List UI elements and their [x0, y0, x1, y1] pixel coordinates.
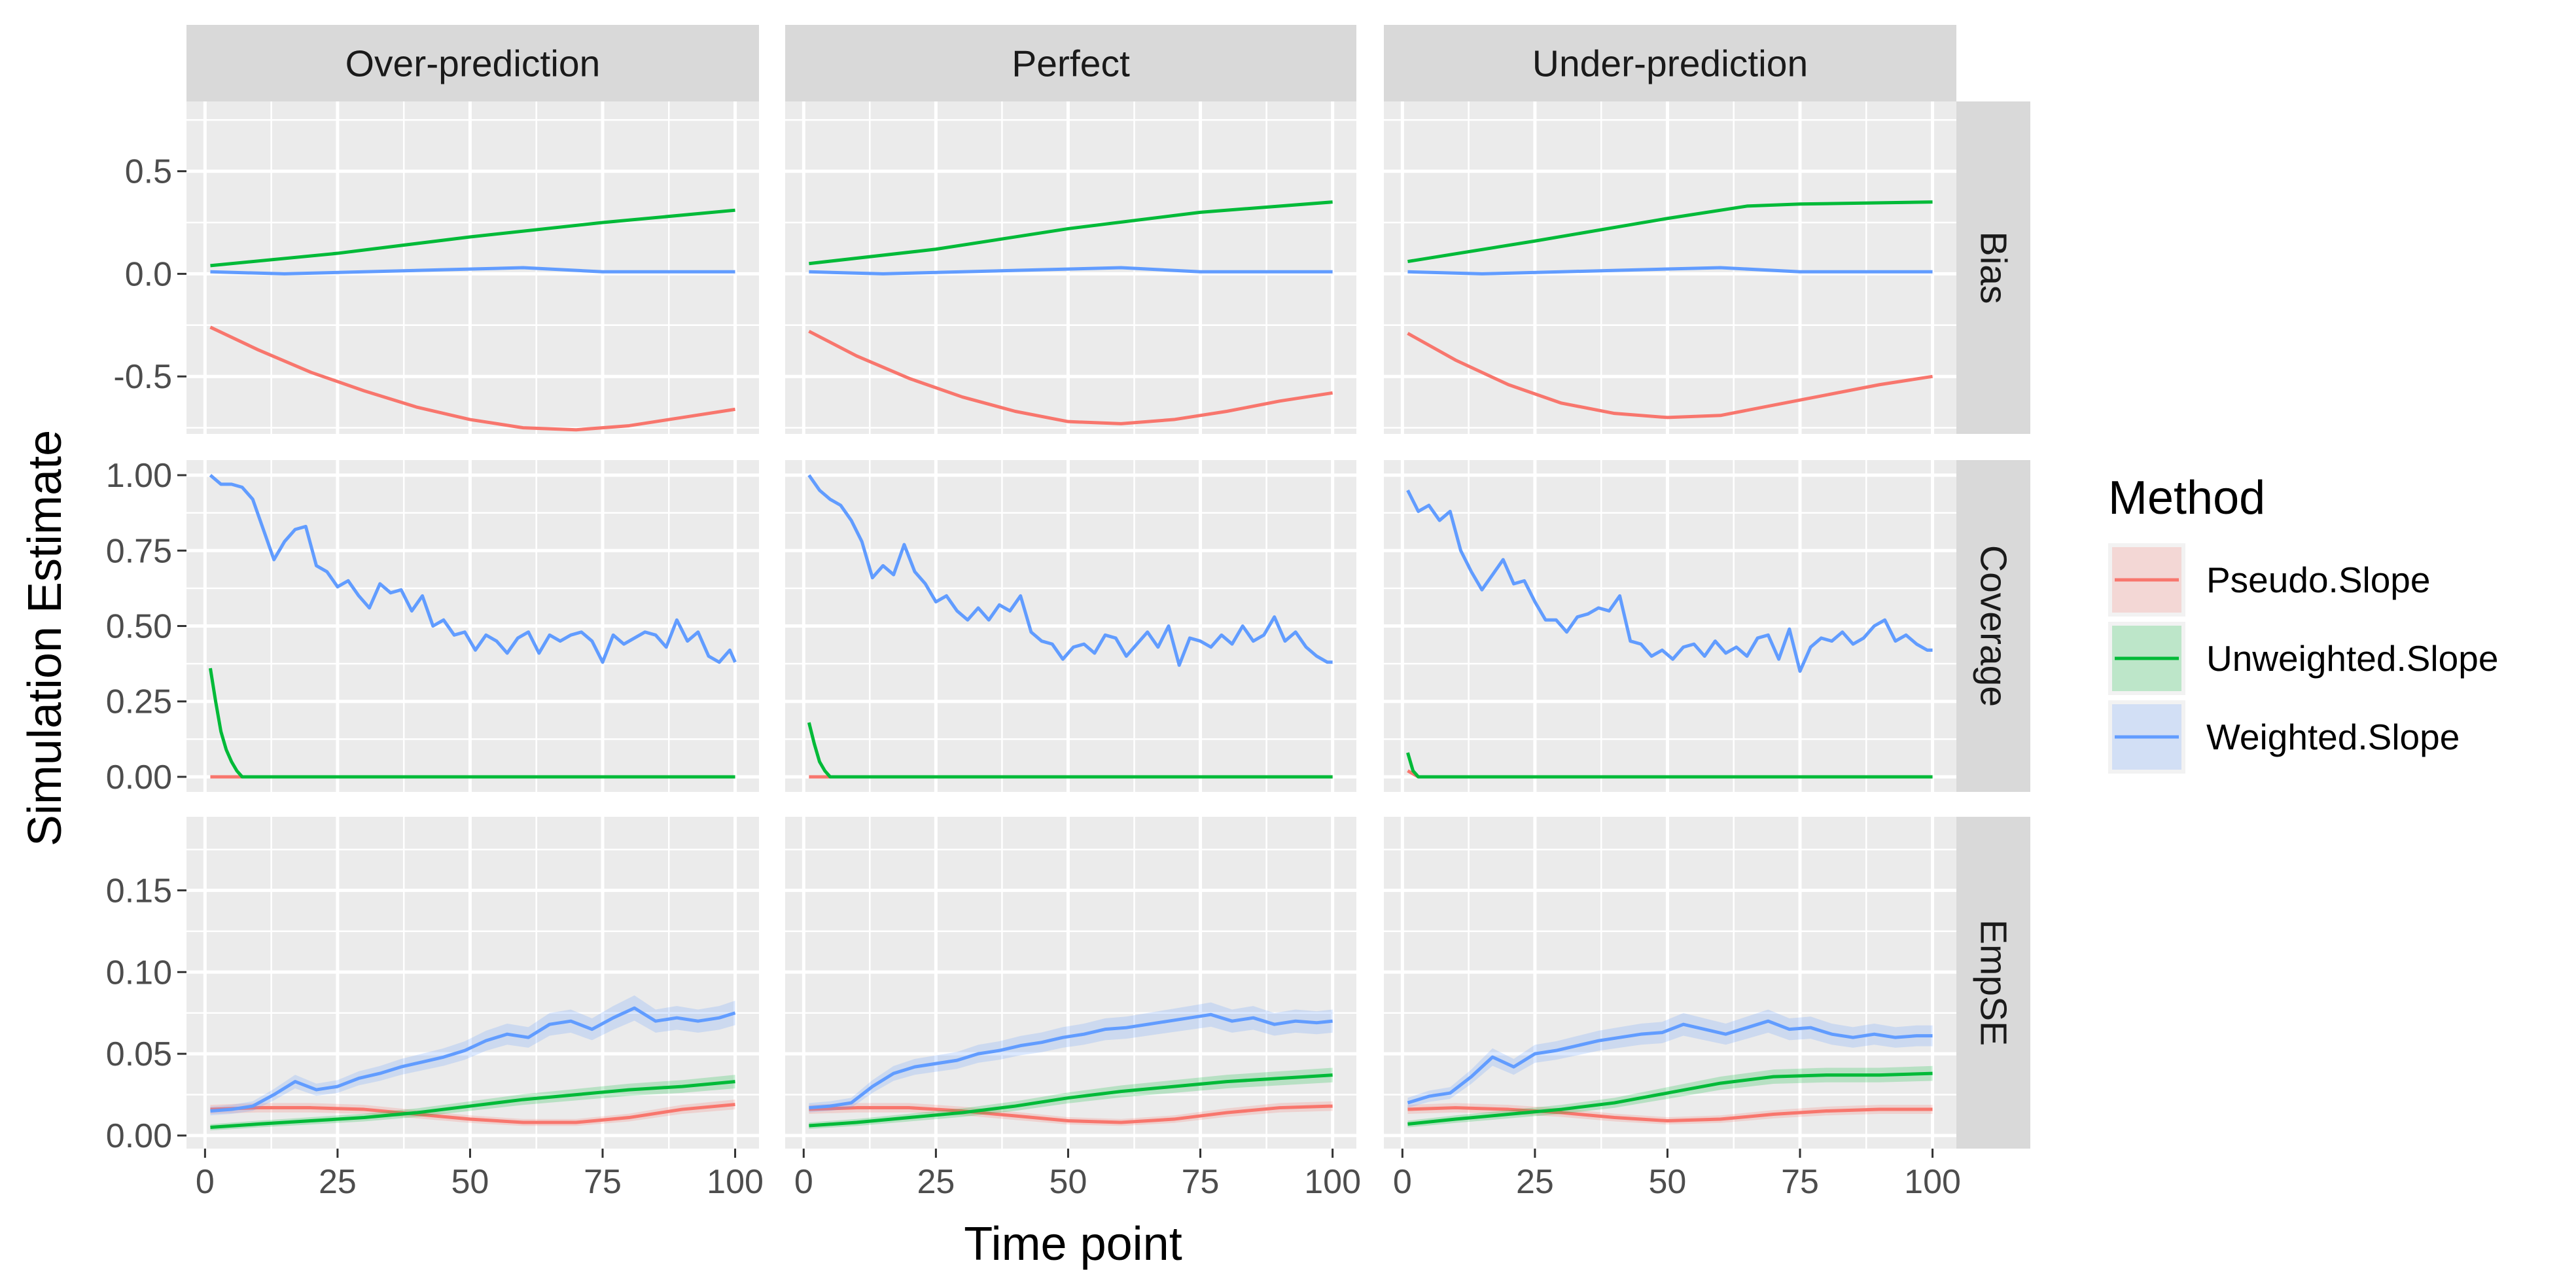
series-line-pseudo-slope	[808, 329, 1333, 425]
facet-strip-label-bias: Bias	[1973, 232, 2015, 304]
ribbon-pseudo-slope	[1407, 1103, 1933, 1125]
y-tick-label: 0.25	[106, 683, 172, 721]
panel-background	[785, 817, 1356, 1149]
series-line-pseudo-slope	[1407, 332, 1933, 420]
facet-strip-empse	[1956, 817, 2030, 1149]
y-tick-label: 0.15	[106, 872, 172, 910]
series-line-weighted-slope	[809, 1012, 1333, 1110]
facet-strip-under-prediction	[1384, 25, 1956, 101]
legend-label-unweighted-slope: Unweighted.Slope	[2206, 638, 2498, 679]
series-line-unweighted-slope	[210, 208, 735, 268]
series-line-pseudo-slope	[1407, 1106, 1933, 1123]
y-tick-label: 0.50	[106, 608, 172, 646]
ribbon-unweighted-slope	[210, 1075, 735, 1131]
x-tick-label: 0	[1393, 1163, 1412, 1201]
facet-strip-label-under-prediction: Under-prediction	[1532, 43, 1808, 85]
x-tick-label: 75	[1182, 1163, 1220, 1201]
ribbon-weighted-slope	[809, 1002, 1333, 1113]
legend-title: Method	[2108, 472, 2265, 524]
facet-strip-bias	[1956, 101, 2030, 434]
x-tick-label: 25	[917, 1163, 955, 1201]
series-line-unweighted-slope	[809, 1073, 1333, 1128]
series-line-unweighted-slope	[1407, 1071, 1933, 1126]
series-line-weighted-slope	[210, 266, 735, 276]
x-tick-label: 50	[451, 1163, 489, 1201]
y-tick-label: 0.5	[125, 153, 172, 191]
y-tick-label: 0.75	[106, 532, 172, 570]
ribbon-weighted-slope	[1407, 1009, 1933, 1108]
series-line-weighted-slope	[1406, 489, 1933, 673]
ribbon-pseudo-slope	[809, 1101, 1333, 1126]
x-tick-label: 100	[707, 1163, 764, 1201]
panel-empse-perfect	[785, 817, 1356, 1149]
y-axis-title: Simulation Estimate	[19, 430, 71, 846]
x-tick-label: 25	[319, 1163, 357, 1201]
panel-coverage-perfect	[785, 460, 1356, 792]
panel-bias-over-prediction	[186, 101, 759, 434]
panel-coverage-under-prediction	[1384, 460, 1956, 792]
x-tick-label: 75	[584, 1163, 622, 1201]
series-line-unweighted-slope	[807, 722, 1333, 779]
y-tick-label: 0.05	[106, 1035, 172, 1073]
x-tick-label: 0	[196, 1163, 215, 1201]
x-tick-label: 50	[1050, 1163, 1087, 1201]
series-line-weighted-slope	[1407, 1019, 1933, 1105]
facet-strip-label-empse: EmpSE	[1973, 920, 2015, 1046]
x-tick-label: 75	[1781, 1163, 1819, 1201]
y-tick-label: 0.00	[106, 1117, 172, 1155]
x-tick-label: 100	[1904, 1163, 1961, 1201]
series-line-unweighted-slope	[208, 668, 735, 779]
panel-empse-over-prediction	[186, 817, 759, 1149]
panel-bias-under-prediction	[1384, 101, 1956, 434]
facet-panels: Over-prediction Perfect Under-prediction Bi…	[106, 25, 2030, 1201]
facet-strip-coverage	[1956, 460, 2030, 792]
panel-background	[186, 817, 759, 1149]
legend-label-weighted-slope: Weighted.Slope	[2206, 717, 2460, 757]
series-line-pseudo-slope	[809, 1104, 1333, 1124]
series-line-unweighted-slope	[1406, 752, 1933, 779]
legend-label-pseudo-slope: Pseudo.Slope	[2206, 560, 2431, 600]
series-line-weighted-slope	[209, 474, 737, 664]
facet-strip-label-perfect: Perfect	[1012, 43, 1130, 85]
x-tick-label: 25	[1516, 1163, 1554, 1201]
x-tick-label: 0	[794, 1163, 813, 1201]
x-tick-label: 50	[1649, 1163, 1687, 1201]
series-line-unweighted-slope	[210, 1080, 735, 1130]
facet-strip-perfect	[785, 25, 1356, 101]
series-line-unweighted-slope	[809, 200, 1333, 266]
facet-strip-over-prediction	[186, 25, 759, 101]
series-line-unweighted-slope	[1407, 200, 1933, 264]
series-line-weighted-slope	[809, 266, 1333, 276]
y-tick-label: 0.0	[125, 255, 172, 293]
panel-bias-perfect	[785, 101, 1356, 434]
y-tick-label: -0.5	[113, 358, 172, 396]
series-line-weighted-slope	[1407, 266, 1933, 276]
series-line-weighted-slope	[807, 474, 1333, 667]
series-line-pseudo-slope	[209, 325, 735, 432]
y-tick-label: 0.10	[106, 954, 172, 992]
facet-strip-label-over-prediction: Over-prediction	[345, 43, 601, 85]
y-tick-label: 1.00	[106, 457, 172, 495]
panel-empse-under-prediction	[1384, 817, 1956, 1149]
facet-strip-label-coverage: Coverage	[1973, 545, 2015, 707]
x-tick-label: 100	[1304, 1163, 1361, 1201]
x-axis-title: Time point	[964, 1218, 1182, 1270]
series-line-pseudo-slope	[210, 1103, 735, 1124]
panel-coverage-over-prediction	[186, 460, 759, 792]
y-tick-label: 0.00	[106, 759, 172, 796]
series-line-weighted-slope	[210, 1006, 736, 1113]
legend: Method Pseudo.Slope Unweighted.Slope Weigh…	[2108, 472, 2498, 774]
panel-background	[1384, 817, 1956, 1149]
